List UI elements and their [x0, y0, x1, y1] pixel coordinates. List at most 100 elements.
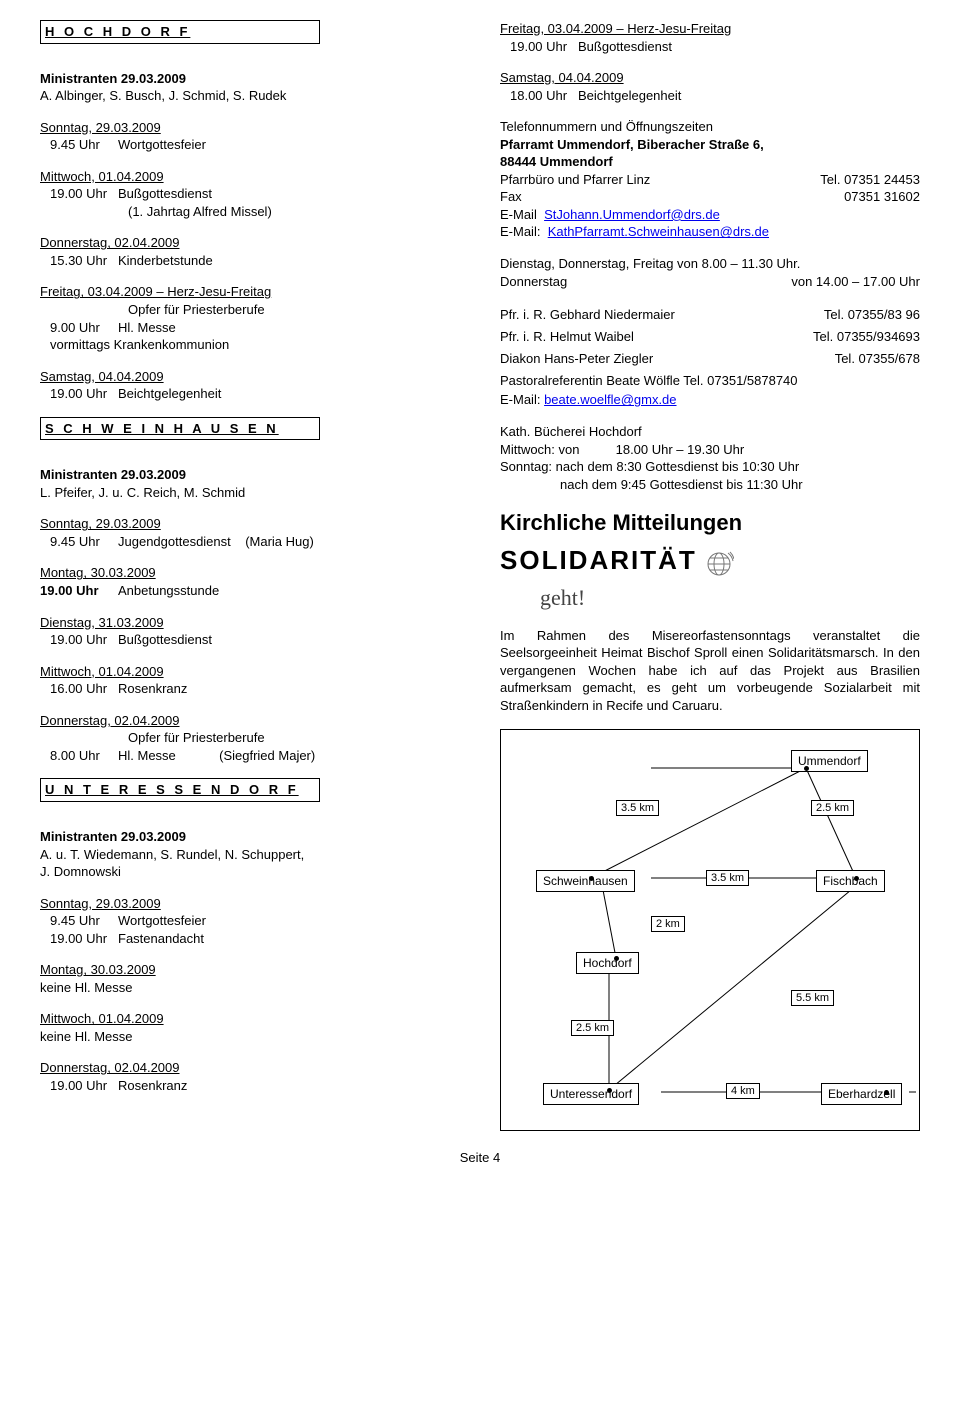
map-distance: 3.5 km	[616, 800, 659, 817]
names: A. u. T. Wiedemann, S. Rundel, N. Schupp…	[40, 846, 460, 864]
library-hours: 18.00 Uhr – 19.30 Uhr	[616, 442, 745, 457]
note: Opfer für Priesterberufe	[40, 301, 460, 319]
hours: Dienstag, Donnerstag, Freitag von 8.00 –…	[500, 255, 920, 273]
contact-tel: Tel. 07355/678	[835, 348, 920, 370]
date: Donnerstag, 02.04.2009	[40, 234, 460, 252]
note: Opfer für Priesterberufe	[40, 729, 460, 747]
label: E-Mail:	[500, 392, 540, 407]
map-dot-icon	[589, 876, 594, 881]
map-dot-icon	[804, 766, 809, 771]
time: 19.00 Uhr	[500, 38, 578, 56]
heading: 88444 Ummendorf	[500, 153, 920, 171]
map-node-unteressendorf: Unteressendorf	[543, 1083, 639, 1105]
event: Rosenkranz	[118, 680, 460, 698]
contact-block: Telefonnummern und Öffnungszeiten Pfarra…	[500, 118, 920, 241]
solidaritaet-logo: SOLIDARITÄT geht!	[500, 547, 920, 613]
library-hours: nach dem 9:45 Gottesdienst bis 11:30 Uhr	[500, 476, 920, 494]
date: Montag, 30.03.2009	[40, 564, 460, 582]
value: 07351 31602	[844, 188, 920, 206]
event: Kinderbetstunde	[118, 252, 460, 270]
page-footer: Seite 4	[40, 1149, 920, 1167]
value: Tel. 07351 24453	[820, 171, 920, 189]
heading: Telefonnummern und Öffnungszeiten	[500, 118, 920, 136]
schweinhausen-heading: S C H W E I N H A U S E N	[40, 417, 320, 441]
map-node-eberhardzell: Eberhardzell	[821, 1083, 902, 1105]
email-link[interactable]: beate.woelfle@gmx.de	[544, 392, 676, 407]
names: J. Domnowski	[40, 863, 460, 881]
date: Donnerstag, 02.04.2009	[40, 712, 460, 730]
library-hours: Sonntag: nach dem 8:30 Gottesdienst bis …	[500, 458, 920, 476]
time: 19.00 Uhr	[40, 185, 118, 203]
time: 8.00 Uhr	[40, 747, 118, 765]
time: 18.00 Uhr	[500, 87, 578, 105]
date: Dienstag, 31.03.2009	[40, 614, 460, 632]
map-distance: 4 km	[726, 1083, 760, 1100]
event: Bußgottesdienst	[578, 38, 920, 56]
map-node-ummendorf: Ummendorf	[791, 750, 868, 772]
route-map: UmmendorfSchweinhausenFischbachHochdorfU…	[500, 729, 920, 1131]
label: Ministranten 29.03.2009	[40, 828, 460, 846]
event: Wortgottesfeier	[118, 136, 460, 154]
library-heading: Kath. Bücherei Hochdorf	[500, 423, 920, 441]
library-hours: Mittwoch: von	[500, 442, 579, 457]
heading: Pfarramt Ummendorf, Biberacher Straße 6,	[500, 136, 920, 154]
time: 19.00 Uhr	[40, 582, 118, 600]
left-column: H O C H D O R F Ministranten 29.03.2009 …	[40, 20, 460, 1131]
event: Beichtgelegenheit	[578, 87, 920, 105]
hochdorf-ministranten: Ministranten 29.03.2009 A. Albinger, S. …	[40, 70, 460, 105]
date: Sonntag, 29.03.2009	[40, 895, 460, 913]
date: Freitag, 03.04.2009 – Herz-Jesu-Freitag	[40, 283, 460, 301]
event: Fastenandacht	[118, 930, 460, 948]
time: 16.00 Uhr	[40, 680, 118, 698]
names: A. Albinger, S. Busch, J. Schmid, S. Rud…	[40, 87, 460, 105]
date: Mittwoch, 01.04.2009	[40, 663, 460, 681]
date: Sonntag, 29.03.2009	[40, 119, 460, 137]
announcement-paragraph: Im Rahmen des Misereorfastensonntags ver…	[500, 627, 920, 715]
event: keine Hl. Messe	[40, 1028, 460, 1046]
date: Montag, 30.03.2009	[40, 961, 460, 979]
email-link[interactable]: StJohann.Ummendorf@drs.de	[544, 207, 720, 222]
contact-name: Pfr. i. R. Helmut Waibel	[500, 326, 634, 348]
hochdorf-heading: H O C H D O R F	[40, 20, 320, 44]
contact-name: Pastoralreferentin Beate Wölfle Tel. 073…	[500, 370, 920, 392]
map-dot-icon	[884, 1090, 889, 1095]
hours: von 14.00 – 17.00 Uhr	[791, 273, 920, 291]
label: E-Mail	[500, 207, 537, 222]
note: (1. Jahrtag Alfred Missel)	[40, 203, 460, 221]
extra: vormittags Krankenkommunion	[40, 336, 460, 354]
event: keine Hl. Messe	[40, 979, 460, 997]
label: Ministranten 29.03.2009	[40, 466, 460, 484]
time: 15.30 Uhr	[40, 252, 118, 270]
event: Bußgottesdienst	[118, 631, 460, 649]
event: Jugendgottesdienst (Maria Hug)	[118, 533, 460, 551]
map-dot-icon	[607, 1088, 612, 1093]
contact-name: Diakon Hans-Peter Ziegler	[500, 348, 653, 370]
hours: Donnerstag	[500, 273, 567, 291]
time: 19.00 Uhr	[40, 631, 118, 649]
map-distance: 2 km	[651, 916, 685, 933]
contact-tel: Tel. 07355/934693	[813, 326, 920, 348]
time: 9.45 Uhr	[40, 136, 118, 154]
globe-icon	[704, 549, 734, 584]
date: Mittwoch, 01.04.2009	[40, 1010, 460, 1028]
event: Rosenkranz	[118, 1077, 460, 1095]
map-dot-icon	[614, 956, 619, 961]
time: 19.00 Uhr	[40, 930, 118, 948]
logo-subtext: geht!	[540, 583, 585, 613]
date: Mittwoch, 01.04.2009	[40, 168, 460, 186]
label: Ministranten 29.03.2009	[40, 70, 460, 88]
map-distance: 5.5 km	[791, 990, 834, 1007]
map-distance: 2.5 km	[571, 1020, 614, 1037]
time: 9.45 Uhr	[40, 533, 118, 551]
event: Hl. Messe	[118, 319, 460, 337]
label: Fax	[500, 188, 522, 206]
map-lines	[501, 730, 919, 1130]
email-link[interactable]: KathPfarramt.Schweinhausen@drs.de	[548, 224, 769, 239]
contact-tel: Tel. 07355/83 96	[824, 304, 920, 326]
map-node-fischbach: Fischbach	[816, 870, 885, 892]
time: 19.00 Uhr	[40, 1077, 118, 1095]
date: Sonntag, 29.03.2009	[40, 515, 460, 533]
date: Donnerstag, 02.04.2009	[40, 1059, 460, 1077]
map-node-schweinhausen: Schweinhausen	[536, 870, 635, 892]
map-dot-icon	[854, 876, 859, 881]
